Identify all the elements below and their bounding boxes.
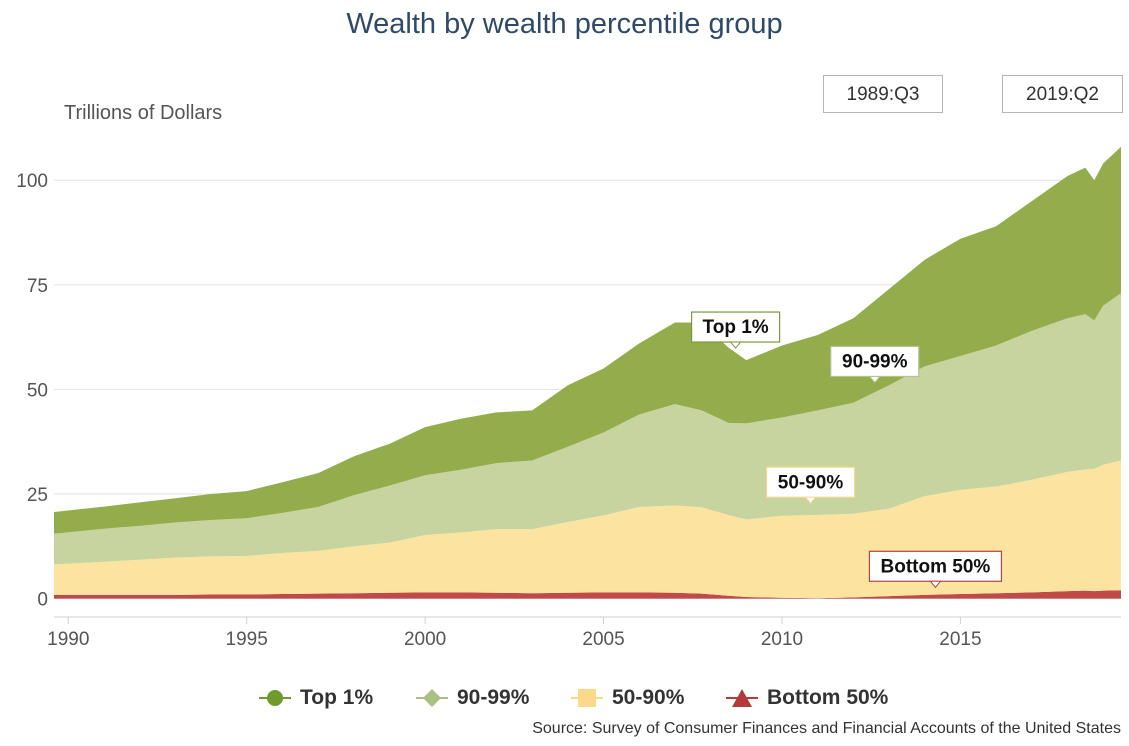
legend-item-50-90[interactable]: 50-90% — [570, 683, 684, 713]
annotation-box — [765, 466, 856, 498]
legend-label-bottom50: Bottom 50% — [767, 686, 889, 709]
y-tick-label: 75 — [27, 276, 48, 297]
x-tick-label: 2000 — [404, 629, 446, 650]
area-bottom-50 — [54, 590, 1121, 599]
y-axis-label: Trillions of Dollars — [64, 102, 223, 124]
legend-item-90-99[interactable]: 90-99% — [415, 683, 529, 713]
legend-label-top1: Top 1% — [300, 686, 374, 709]
legend-item-bottom50[interactable]: Bottom 50% — [725, 683, 888, 713]
annotation-label: Top 1% — [690, 311, 781, 349]
circle-marker-icon — [259, 690, 291, 706]
annotation-pointer — [929, 580, 942, 589]
annotation-box — [690, 311, 781, 343]
area-50-90 — [54, 460, 1121, 599]
y-tick-label: 100 — [16, 171, 48, 192]
chart-title: Wealth by wealth percentile group — [346, 8, 783, 40]
legend-label-50-90: 50-90% — [612, 686, 685, 709]
source-note: Source: Survey of Consumer Finances and … — [532, 720, 1121, 737]
y-axis: 0 25 50 75 100 — [16, 171, 48, 610]
annotation-box — [868, 550, 1003, 582]
x-tick-label: 1990 — [47, 629, 89, 650]
annotation-text: Bottom 50% — [881, 556, 991, 577]
legend-item-top1[interactable]: Top 1% — [258, 683, 373, 713]
annotation-text: Top 1% — [703, 317, 769, 338]
annotation-text: 50-90% — [778, 472, 844, 493]
legend-label-90-99: 90-99% — [457, 686, 530, 709]
diamond-marker-icon — [416, 689, 448, 707]
y-tick-label: 50 — [27, 380, 48, 401]
x-tick-label: 2005 — [582, 629, 624, 650]
annotations: Top 1% 90-99% 50-90% Bottom 50% — [690, 311, 1003, 589]
annotation-pointer — [729, 341, 742, 349]
annotation-text: 90-99% — [842, 351, 908, 372]
area-series — [54, 146, 1121, 599]
x-tick-label: 1995 — [226, 629, 268, 650]
annotation-pointer — [804, 496, 817, 505]
annotation-label: 50-90% — [765, 466, 856, 505]
triangle-marker-icon — [726, 689, 758, 707]
annotation-box — [830, 345, 920, 378]
annotation-pointer — [868, 375, 881, 384]
legend: Top 1% 90-99% 50-90% Bottom 50% — [0, 683, 1129, 713]
range-start-input[interactable]: 1989:Q3 — [823, 75, 943, 113]
annotation-label: Bottom 50% — [868, 550, 1003, 589]
range-end-input[interactable]: 2019:Q2 — [1002, 75, 1123, 113]
y-tick-label: 25 — [27, 485, 48, 506]
x-tick-label: 2015 — [939, 629, 981, 650]
x-axis: 1990 1995 2000 2005 2010 2015 — [47, 616, 1121, 650]
y-tick-label: 0 — [37, 590, 48, 611]
x-tick-label: 2010 — [761, 629, 803, 650]
square-marker-icon — [571, 689, 603, 707]
area-top-1 — [54, 146, 1121, 534]
annotation-label: 90-99% — [830, 345, 920, 384]
